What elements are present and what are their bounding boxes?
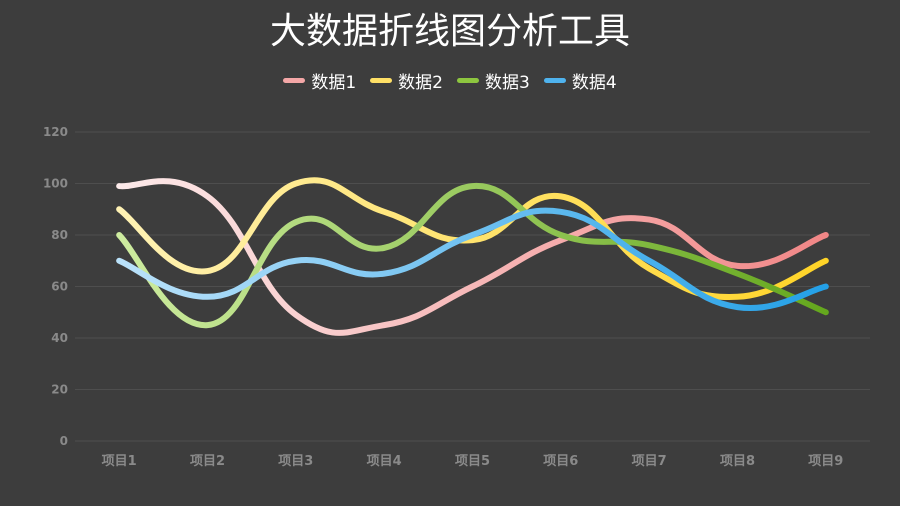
chart-title: 大数据折线图分析工具 [269,11,630,52]
y-axis-ticks: 0 20 40 60 80 100 120 [43,125,68,448]
legend-item-series-2: 数据2 [370,68,443,93]
x-tick-label: 项目1 [102,454,137,469]
series-lines [116,177,829,336]
series-line-1 [116,178,829,336]
legend: 数据1 数据2 数据3 数据4 [0,68,900,93]
x-tick-label: 项目2 [190,454,225,469]
legend-label: 数据1 [311,73,357,93]
legend-label: 数据3 [485,73,530,93]
y-tick-label: 20 [51,383,68,397]
series-line-3 [116,183,829,329]
x-axis-ticks: 项目1 项目2 项目3 项目4 项目5 项目6 项目7 项目8 项目9 [102,454,844,469]
x-tick-label: 项目3 [278,454,313,469]
y-tick-label: 100 [43,177,68,191]
x-tick-label: 项目6 [543,454,578,469]
legend-label: 数据4 [571,73,617,93]
legend-swatch [283,78,306,83]
legend-item-series-1: 数据1 [283,68,356,93]
legend-item-series-4: 数据4 [543,68,617,93]
legend-item-series-3: 数据3 [457,68,530,93]
y-tick-label: 80 [51,228,68,242]
y-tick-label: 60 [51,280,68,294]
y-tick-label: 40 [51,331,68,345]
y-tick-label: 0 [60,434,68,448]
x-tick-label: 项目9 [808,454,843,469]
x-tick-label: 项目7 [632,454,667,469]
series-line-4 [116,207,829,312]
y-tick-label: 120 [43,125,68,139]
legend-swatch [370,78,393,83]
legend-label: 数据2 [398,73,443,93]
x-tick-label: 项目4 [367,454,402,469]
legend-swatch [543,78,566,83]
legend-swatch [457,78,479,83]
x-tick-label: 项目5 [455,454,490,469]
series-line-2 [116,177,829,301]
x-tick-label: 项目8 [720,454,755,469]
